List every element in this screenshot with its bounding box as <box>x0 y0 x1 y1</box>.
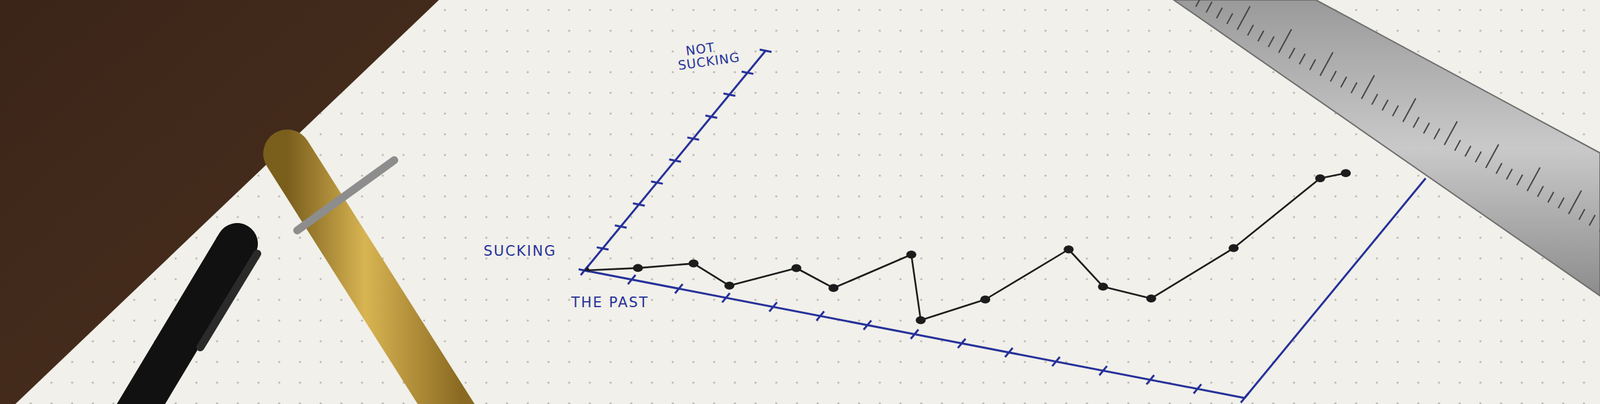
ruler-tick <box>1216 7 1223 19</box>
ruler <box>1173 0 1600 296</box>
point <box>632 263 643 272</box>
ruler-tick <box>1547 191 1554 203</box>
ruler-tick <box>1434 128 1441 140</box>
ruler-tick <box>1206 2 1213 13</box>
ruler-tick <box>1589 215 1596 226</box>
point <box>1315 174 1326 183</box>
black-pen-clip <box>200 253 258 348</box>
ruler-tick <box>1361 75 1375 99</box>
black-pen <box>126 243 238 404</box>
ruler-tick <box>1485 144 1499 168</box>
ruler-tick <box>1392 105 1399 117</box>
chart: SUCKING THE PAST NOTSUCKING <box>483 36 1426 403</box>
x-tick <box>1240 393 1248 403</box>
x-tick <box>1146 375 1154 385</box>
x-tick <box>957 338 966 349</box>
y-tick <box>687 137 700 140</box>
ruler-tick <box>1475 151 1482 163</box>
x-axis <box>584 270 1245 399</box>
y-tick <box>741 71 754 74</box>
y-tick <box>632 203 645 206</box>
ruler-tick <box>1579 209 1586 220</box>
ruler-tick <box>1382 99 1389 111</box>
x-tick <box>1052 356 1060 367</box>
x-tick <box>816 311 824 321</box>
x-tick <box>863 320 872 331</box>
point <box>980 295 991 304</box>
ruler-tick <box>1413 116 1420 128</box>
ruler-tick <box>1340 76 1347 88</box>
photo: SUCKING THE PAST NOTSUCKING <box>0 0 1600 404</box>
x-tick <box>627 275 636 285</box>
ruler-tick <box>1299 53 1306 65</box>
point <box>915 315 926 325</box>
ruler-tick <box>1537 186 1544 198</box>
y-axis <box>584 50 766 271</box>
ruler-tick <box>1568 190 1582 214</box>
scene: SUCKING THE PAST NOTSUCKING <box>0 0 1600 404</box>
point <box>906 250 917 259</box>
ruler-tick <box>1278 29 1292 53</box>
point <box>1146 294 1157 303</box>
ruler-tick <box>1310 59 1317 71</box>
right-frame <box>1244 178 1426 399</box>
y-tick <box>669 159 682 162</box>
ruler-tick <box>1227 13 1234 25</box>
point <box>791 263 802 272</box>
ruler-tick <box>1455 140 1462 151</box>
ruler-tick <box>1465 145 1472 157</box>
ruler-tick <box>1527 167 1540 192</box>
table <box>0 0 1600 404</box>
x-label: THE PAST <box>570 294 649 311</box>
point <box>1063 245 1074 254</box>
y-tick <box>651 181 664 184</box>
ruler-tick <box>1444 121 1458 145</box>
ruler-tick <box>1351 82 1358 94</box>
ruler-tick <box>1372 94 1379 105</box>
gold-pen-clip <box>297 160 395 231</box>
paper-dots <box>15 0 1600 404</box>
ruler-tick <box>1268 36 1275 48</box>
ruler-tick <box>1558 197 1565 209</box>
x-tick <box>1193 384 1202 394</box>
y-tick <box>723 93 736 96</box>
point <box>1228 244 1239 253</box>
ruler-tick <box>1247 24 1254 36</box>
paper <box>15 0 1600 404</box>
data-group <box>579 169 1351 325</box>
ruler-tick <box>1506 169 1513 180</box>
y-label-line: SUCKING <box>676 49 741 73</box>
point <box>1098 282 1109 291</box>
x-tick <box>674 283 683 294</box>
y-label: NOTSUCKING <box>675 36 741 73</box>
gold-pen <box>287 153 461 404</box>
ruler-tick <box>1496 163 1503 174</box>
ruler-tick <box>1402 98 1416 122</box>
x-tick <box>910 330 918 340</box>
ruler-ticks <box>1195 0 1600 232</box>
y-tick <box>759 49 772 52</box>
point <box>724 281 735 290</box>
ruler-tick <box>1330 70 1337 82</box>
ruler-tick <box>1195 0 1209 7</box>
ruler-tick <box>1257 30 1264 42</box>
point <box>828 283 839 292</box>
ruler-tick <box>1237 6 1250 30</box>
ruler-tick <box>1423 122 1430 134</box>
x-tick <box>1004 348 1013 358</box>
x-tick <box>722 293 730 303</box>
x-tick <box>769 302 777 312</box>
point <box>1340 169 1351 178</box>
ruler-tick <box>1289 48 1296 59</box>
line <box>584 173 1347 320</box>
y-label-low: SUCKING <box>483 243 557 260</box>
point <box>688 259 699 268</box>
y-tick <box>596 247 609 250</box>
y-tick <box>614 225 627 228</box>
ruler-tick <box>1320 52 1333 76</box>
y-tick <box>705 115 718 118</box>
point <box>579 266 590 275</box>
x-tick <box>1099 366 1107 376</box>
ruler-tick <box>1517 175 1524 186</box>
